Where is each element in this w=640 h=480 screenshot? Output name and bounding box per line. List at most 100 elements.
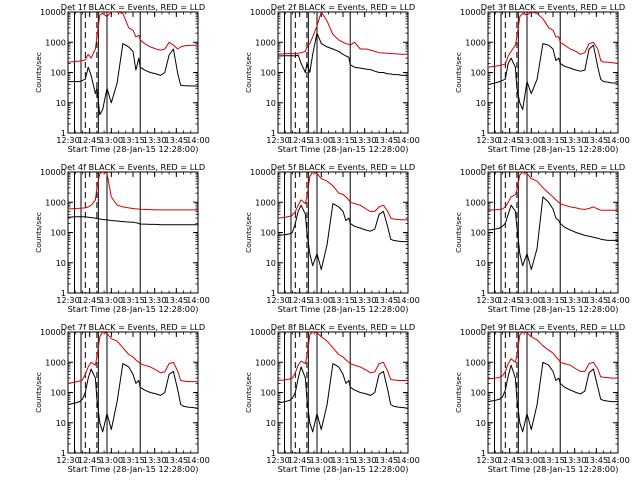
panel-det-3: Det 3f BLACK = Events, RED = LLD 1 10 100 10… [454,2,630,154]
series-events-line [278,203,408,270]
x-tick-label: 13:00 [520,455,544,465]
y-tick-label: 10000 [40,167,66,177]
panel-det-4: Det 4f BLACK = Events, RED = LLD 1 10 100 10… [34,162,210,314]
series-events-line [488,361,618,433]
x-tick-label: 13:45 [375,455,399,465]
x-tick-label: 13:30 [563,455,587,465]
x-tick-label: 12:45 [498,135,522,145]
x-tick-label: 13:30 [143,135,167,145]
x-axis-label: Start Time (28-Jan-15 12:28:00) [68,304,199,314]
y-axis-label: Counts/sec [34,52,43,93]
x-tick-label: 12:45 [288,295,312,305]
panel-title: Det 5f BLACK = Events, RED = LLD [271,162,415,172]
y-tick-label: 10 [56,418,66,428]
x-axis-label: Start Time (28-Jan-15 12:28:00) [488,304,619,314]
y-tick-label: 10000 [460,167,486,177]
x-tick-label: 12:45 [288,135,312,145]
y-tick-label: 1000 [45,357,66,367]
y-tick-label: 10000 [460,7,486,17]
x-tick-label: 14:00 [396,135,420,145]
x-tick-label: 12:30 [476,135,500,145]
y-tick-label: 10 [56,98,66,108]
x-tick-label: 13:00 [100,135,124,145]
series-events-line [68,363,198,433]
x-tick-label: 12:30 [476,295,500,305]
x-tick-label: 13:00 [310,295,334,305]
x-tick-label: 13:30 [353,455,377,465]
y-axis-label: Counts/sec [34,212,43,253]
y-tick-label: 100 [470,388,486,398]
y-tick-label: 1 [61,448,66,458]
series-events-line [278,32,408,76]
y-tick-label: 1000 [255,357,276,367]
y-tick-label: 10000 [40,7,66,17]
x-axis-label: Start Time (28-Jan-15 12:28:00) [278,144,409,154]
y-tick-label: 100 [260,228,276,238]
y-tick-label: 10000 [250,7,276,17]
x-tick-label: 13:30 [563,295,587,305]
x-axis-label: Start Time (28-Jan-15 12:28:00) [488,144,619,154]
panel-title: Det 7f BLACK = Events, RED = LLD [61,322,205,332]
series-lld-line [278,172,408,221]
x-tick-label: 13:45 [375,135,399,145]
x-tick-label: 13:00 [310,135,334,145]
y-tick-label: 1000 [465,197,486,207]
y-tick-label: 1000 [465,357,486,367]
y-tick-label: 100 [470,68,486,78]
x-tick-label: 13:00 [520,135,544,145]
panel-det-8: Det 8f BLACK = Events, RED = LLD 1 10 100 10… [244,322,420,474]
x-tick-label: 14:00 [606,135,630,145]
panel-det-7: Det 7f BLACK = Events, RED = LLD 1 10 100 10… [34,322,210,474]
y-axis-label: Counts/sec [454,372,463,413]
y-tick-label: 1 [481,128,486,138]
y-tick-label: 10 [476,418,486,428]
y-tick-label: 10000 [250,167,276,177]
x-tick-label: 14:00 [186,135,210,145]
y-tick-label: 100 [260,388,276,398]
y-tick-label: 1000 [465,37,486,47]
y-tick-label: 1 [61,128,66,138]
series-events-line [488,43,618,110]
panel-title: Det 2f BLACK = Events, RED = LLD [271,2,415,12]
plot-frame [487,331,619,454]
y-tick-label: 1000 [45,197,66,207]
x-tick-label: 12:30 [266,455,290,465]
y-tick-label: 1000 [255,37,276,47]
x-tick-label: 13:45 [585,135,609,145]
panel-det-2: Det 2f BLACK = Events, RED = LLD 1 10 100 10… [244,2,420,154]
x-tick-label: 13:45 [165,295,189,305]
x-tick-label: 12:30 [476,455,500,465]
x-tick-label: 13:15 [541,455,565,465]
x-tick-label: 14:00 [606,295,630,305]
series-lld-line [278,12,408,55]
series-lld-line [488,12,618,68]
y-tick-label: 1000 [45,37,66,47]
y-tick-label: 10 [266,258,276,268]
x-axis-label: Start Time (28-Jan-15 12:28:00) [278,464,409,474]
series-events-line [278,363,408,433]
y-tick-label: 100 [50,228,66,238]
x-tick-label: 12:30 [266,295,290,305]
x-tick-label: 14:00 [396,295,420,305]
x-axis-label: Start Time (28-Jan-15 12:28:00) [68,464,199,474]
panel-title: Det 8f BLACK = Events, RED = LLD [271,322,415,332]
series-lld-line [68,332,198,384]
x-tick-label: 12:45 [288,455,312,465]
x-tick-label: 14:00 [396,455,420,465]
y-axis-label: Counts/sec [244,372,253,413]
y-tick-label: 10 [476,98,486,108]
x-tick-label: 13:15 [331,455,355,465]
panel-title: Det 6f BLACK = Events, RED = LLD [481,162,625,172]
plot-frame [67,171,199,294]
x-tick-label: 12:30 [56,455,80,465]
y-axis-label: Counts/sec [244,212,253,253]
x-axis-label: Start Time (28-Jan-15 12:28:00) [488,464,619,474]
series-lld-line [488,332,618,380]
x-tick-label: 13:45 [165,135,189,145]
series-lld-line [68,12,198,63]
x-tick-label: 13:30 [563,135,587,145]
x-tick-label: 14:00 [186,455,210,465]
panel-det-9: Det 9f BLACK = Events, RED = LLD 1 10 100 10… [454,322,630,474]
y-tick-label: 10000 [40,327,66,337]
